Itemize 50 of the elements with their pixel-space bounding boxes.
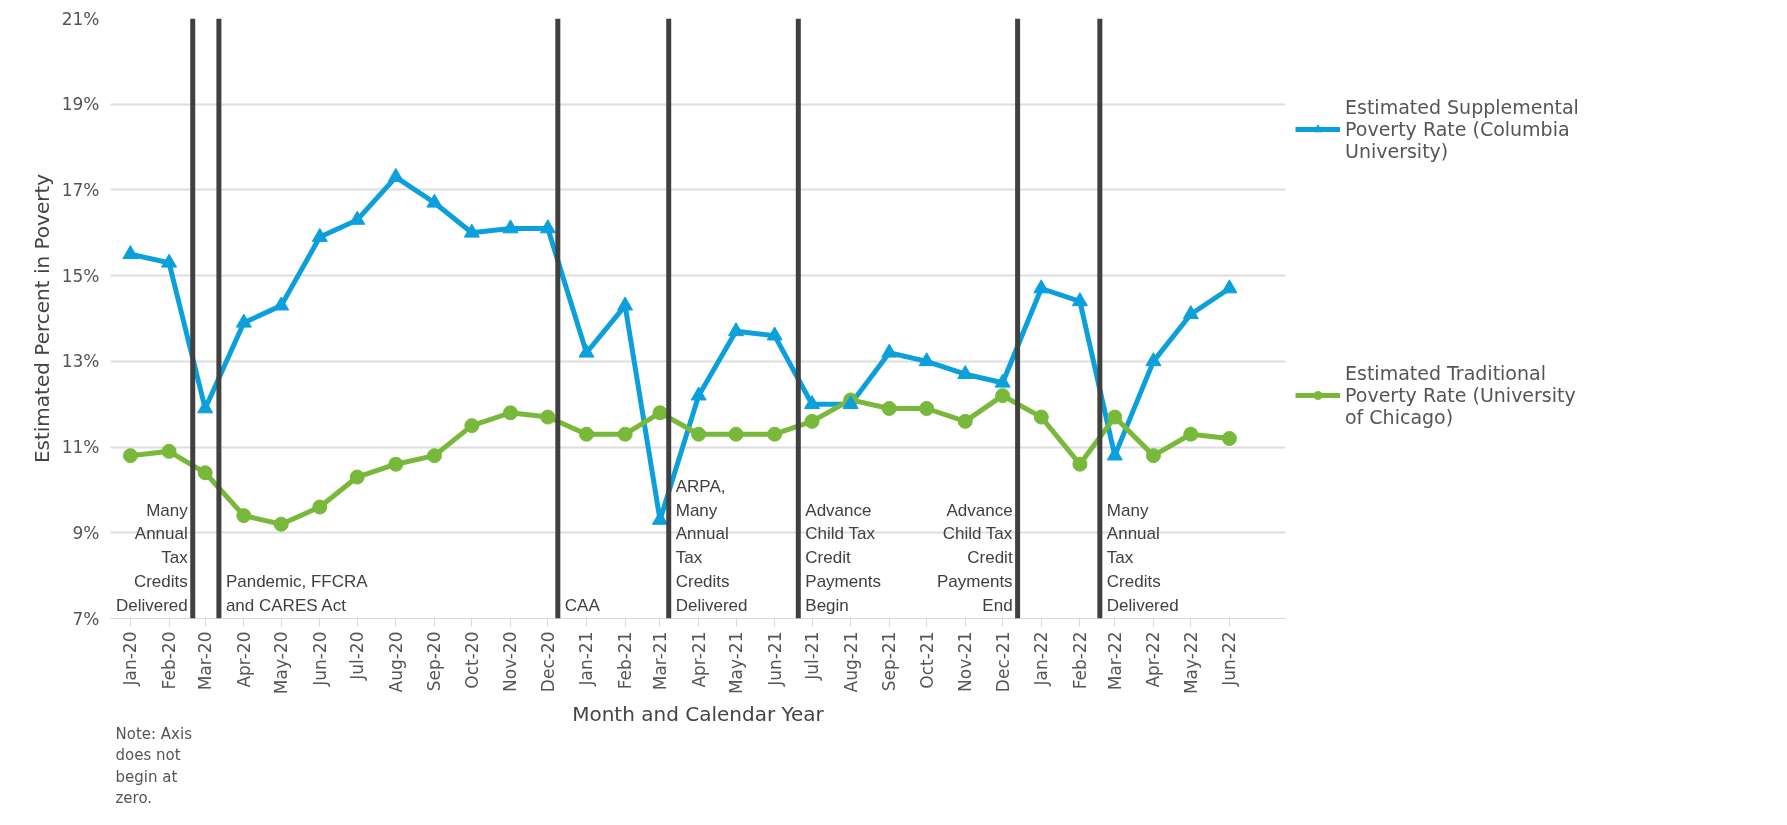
x-tick-label: May-22 [1180,631,1201,695]
x-tick-label: Apr-21 [688,631,709,688]
x-tick-label: Nov-21 [955,631,976,692]
ref-line-label: CAA [564,595,601,615]
y-tick-label: 9% [72,522,100,543]
x-tick-label: Mar-21 [650,631,670,691]
x-tick-label: Oct-21 [916,631,937,689]
y-tick-label: 15% [61,265,100,286]
y-tick-label: 19% [61,94,100,115]
x-tick-label: Jun-21 [764,631,785,687]
x-tick-label: Apr-22 [1143,631,1164,688]
x-tick-label: Oct-20 [461,631,482,689]
x-tick-label: Jul-21 [802,631,823,681]
x-tick-label: Dec-21 [992,631,1013,693]
y-tick-label: 7% [72,608,100,629]
y-tick-label: 17% [61,179,100,200]
x-tick-label: Mar-22 [1104,631,1125,691]
x-tick-label: May-21 [726,631,746,695]
legend-label: Estimated Traditional Poverty Rate (University of Chicago) [1345,362,1576,428]
x-tick-label: Mar-20 [195,631,216,691]
text: Note: Axis does not begin at zero. [115,724,193,808]
y-tick-label: 11% [61,437,100,458]
x-tick-label: Nov-20 [500,631,521,692]
x-tick-label: Feb-21 [615,631,636,690]
x-tick-label: Jan-20 [120,631,141,687]
x-tick-label: May-20 [271,631,292,695]
x-tick-label: Feb-22 [1069,631,1090,690]
y-tick-label: 21% [61,8,100,29]
x-tick-label: Jun-20 [309,631,330,687]
x-tick-label: Jan-22 [1031,631,1052,687]
x-tick-label: Sep-21 [879,631,900,692]
x-tick-label: Dec-20 [537,631,558,693]
ref-line-label: Advance Child Tax Credit Payments Begin [805,500,881,615]
ref-line-label: Pandemic, FFCRA and CARES Act [225,571,369,615]
x-tick-label: Aug-20 [385,631,406,693]
legend-label: Estimated Supplemental Poverty Rate (Columbia University) [1345,96,1579,162]
x-tick-label: Feb-20 [159,631,180,690]
x-tick-label: Jul-20 [347,631,368,681]
x-tick-label: Apr-20 [233,631,254,688]
ref-line-label: Many Annual Tax Credits Delivered [115,500,189,615]
y-axis-title: Estimated Percent in Poverty [29,173,54,464]
x-tick-label: Sep-20 [424,631,445,692]
y-tick-label: 13% [61,351,100,372]
ref-line-label: ARPA, Many Annual Tax Credits Delivered [675,476,748,615]
x-tick-label: Aug-21 [840,631,861,693]
x-tick-label: Jun-22 [1219,631,1240,687]
ref-line-label: Many Annual Tax Credits Delivered [1106,500,1179,615]
ref-line-label: Advance Child Tax Credit Payments End [937,500,1013,615]
x-tick-label: Jan-21 [576,631,597,687]
x-axis-title: Month and Calendar Year [572,702,825,727]
